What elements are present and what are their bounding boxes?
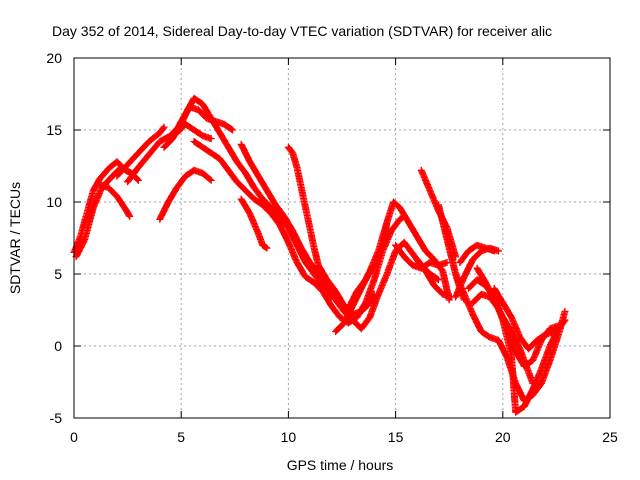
chart-background — [0, 0, 640, 480]
y-tick-label: 10 — [46, 194, 62, 210]
x-tick-label: 15 — [388, 429, 404, 445]
y-axis-label: SDTVAR / TECUs — [7, 182, 23, 294]
sdtvar-chart: 0 5 10 15 20 25 -5 0 5 10 15 20 Day 352 of 2014, Si… — [0, 0, 640, 480]
x-tick-label: 20 — [495, 429, 511, 445]
chart-title: Day 352 of 2014, Sidereal Day-to-day VTE… — [52, 23, 552, 39]
y-tick-label: 15 — [46, 122, 62, 138]
x-tick-label: 10 — [281, 429, 297, 445]
y-tick-label: 0 — [54, 338, 62, 354]
x-tick-label: 0 — [70, 429, 78, 445]
y-tick-label: -5 — [50, 410, 63, 426]
x-tick-label: 25 — [602, 429, 618, 445]
y-tick-label: 20 — [46, 50, 62, 66]
x-axis-label: GPS time / hours — [287, 457, 394, 473]
x-tick-label: 5 — [177, 429, 185, 445]
y-tick-label: 5 — [54, 266, 62, 282]
